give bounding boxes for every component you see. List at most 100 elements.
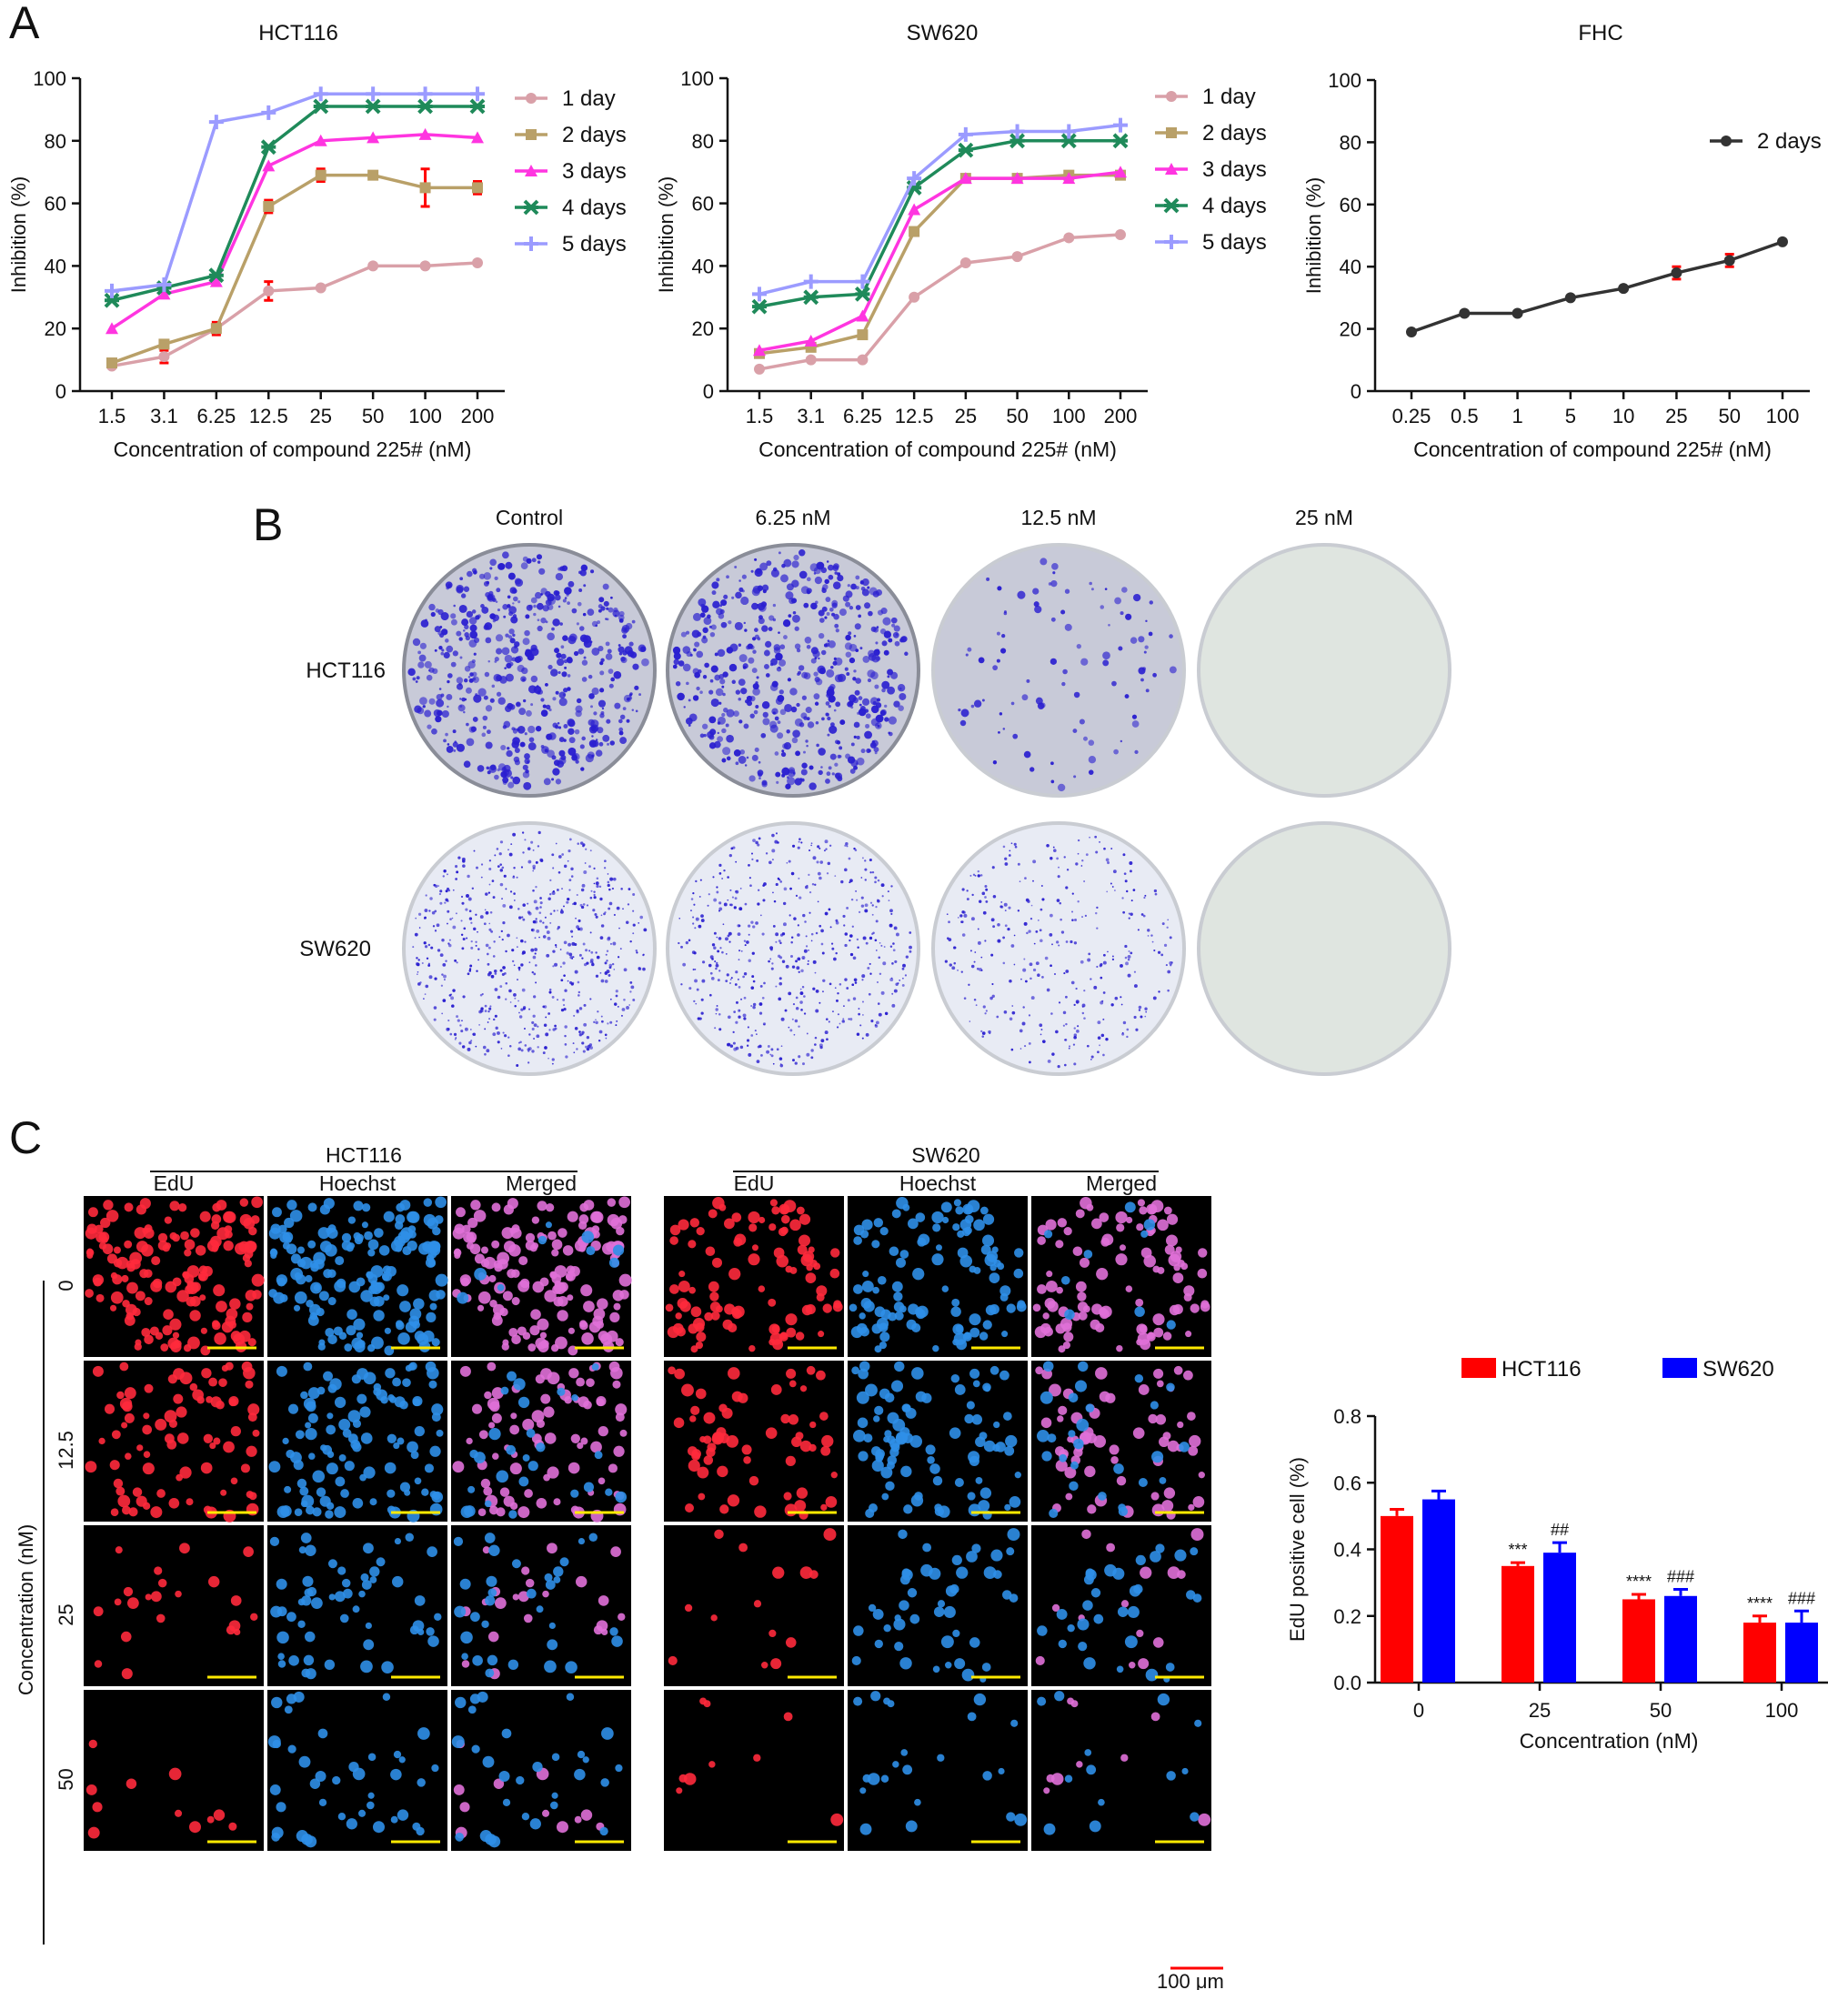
- colony-dot: [591, 687, 599, 696]
- cell-nucleus: [1116, 1344, 1123, 1352]
- cell-nucleus: [277, 1224, 287, 1234]
- colony-dot: [466, 937, 468, 940]
- colony-dot: [457, 1019, 460, 1022]
- cell-nucleus: [1040, 1391, 1053, 1404]
- colony-dot: [831, 947, 835, 950]
- colony-dot: [1063, 972, 1066, 975]
- cell-nucleus: [334, 1280, 346, 1292]
- cell-nucleus: [590, 1441, 602, 1453]
- cell-nucleus: [506, 1444, 517, 1455]
- colony-dot: [524, 1027, 526, 1030]
- colony-dot: [456, 677, 464, 684]
- colony-dot: [507, 933, 510, 938]
- colony-dot: [1126, 889, 1129, 893]
- cell-nucleus: [341, 1232, 352, 1242]
- colony-dot: [477, 614, 481, 618]
- cell-nucleus: [717, 1465, 728, 1478]
- cell-nucleus: [884, 1430, 892, 1438]
- colony-dot: [580, 888, 585, 892]
- colony-dot: [1114, 996, 1119, 1000]
- colony-dot: [559, 910, 564, 914]
- colony-dot: [558, 749, 566, 757]
- data-point: [1114, 166, 1127, 178]
- cell-nucleus: [1095, 1367, 1108, 1380]
- colony-dot: [585, 949, 588, 952]
- colony-dot: [481, 732, 487, 738]
- cell-nucleus: [983, 1566, 997, 1579]
- colony-dot: [821, 951, 825, 955]
- colony-dot: [1100, 1033, 1105, 1038]
- colony-dot: [726, 973, 729, 977]
- colony-dot: [497, 1040, 500, 1044]
- colony-dot: [512, 614, 517, 618]
- cell-nucleus: [299, 1486, 309, 1496]
- colony-dot: [1138, 1009, 1141, 1011]
- cell-nucleus: [1017, 1300, 1026, 1309]
- colony-dot: [477, 765, 485, 772]
- colony-dot: [997, 586, 1002, 591]
- colony-dot: [977, 869, 980, 873]
- colony-dot: [1028, 1014, 1031, 1017]
- cell-nucleus: [526, 1588, 537, 1599]
- colony-dot: [542, 1051, 546, 1055]
- cell-nucleus: [325, 1244, 337, 1257]
- colony-dot: [446, 586, 450, 590]
- colony-dot: [899, 692, 907, 700]
- colony-dot: [521, 831, 525, 834]
- colony-dot: [970, 704, 975, 709]
- cell-nucleus: [688, 1240, 697, 1249]
- colony-dot: [721, 877, 724, 879]
- colony-dot: [734, 897, 738, 900]
- colony-dot: [579, 841, 584, 845]
- colony-dot: [893, 700, 900, 708]
- cell-nucleus: [780, 1413, 790, 1424]
- colony-dot: [717, 979, 720, 982]
- colony-dot: [861, 578, 869, 587]
- colony-dot: [516, 876, 518, 879]
- data-point: [367, 260, 379, 272]
- colony-dot: [632, 663, 639, 670]
- colony-dot: [1040, 884, 1043, 887]
- cell-nucleus: [1155, 1543, 1165, 1553]
- colony-dot: [861, 979, 864, 981]
- cell-nucleus: [387, 1394, 395, 1402]
- colony-dot: [727, 1015, 731, 1020]
- colony-dot: [862, 936, 867, 940]
- colony-dot: [484, 622, 493, 630]
- cell-nucleus: [347, 1216, 357, 1224]
- colony-dot: [966, 889, 969, 892]
- cell-nucleus: [1150, 1200, 1164, 1213]
- data-point: [1009, 133, 1025, 149]
- colony-dot: [823, 643, 829, 648]
- colony-dot: [522, 638, 530, 646]
- colony-dot: [986, 577, 990, 581]
- cell-nucleus: [323, 1269, 333, 1279]
- cell-nucleus: [367, 1801, 375, 1810]
- colony-dot: [1099, 1044, 1100, 1047]
- colony-dot: [429, 897, 433, 900]
- cell-nucleus: [613, 1302, 621, 1311]
- cell-nucleus: [748, 1253, 760, 1266]
- colony-dot: [503, 720, 511, 729]
- colony-dot: [1060, 918, 1062, 921]
- colony-dot: [762, 711, 768, 719]
- micrograph-tile: [664, 1361, 844, 1522]
- cell-nucleus: [316, 1487, 326, 1497]
- cell-nucleus: [245, 1380, 254, 1389]
- colony-dot: [829, 725, 838, 734]
- colony-dot: [479, 915, 484, 920]
- colony-dot: [809, 563, 819, 572]
- colony-dot: [739, 1045, 744, 1050]
- cell-nucleus: [282, 1241, 291, 1250]
- cell-nucleus: [286, 1612, 296, 1623]
- colony-dot: [591, 739, 599, 748]
- colony-dot: [778, 1057, 783, 1060]
- cell-nucleus: [154, 1566, 163, 1575]
- colony-dot: [606, 607, 609, 610]
- cell-nucleus: [428, 1380, 437, 1389]
- cell-nucleus: [487, 1362, 497, 1372]
- colony-dot: [829, 926, 832, 929]
- colony-dot: [546, 953, 550, 958]
- colony-dot: [482, 715, 488, 721]
